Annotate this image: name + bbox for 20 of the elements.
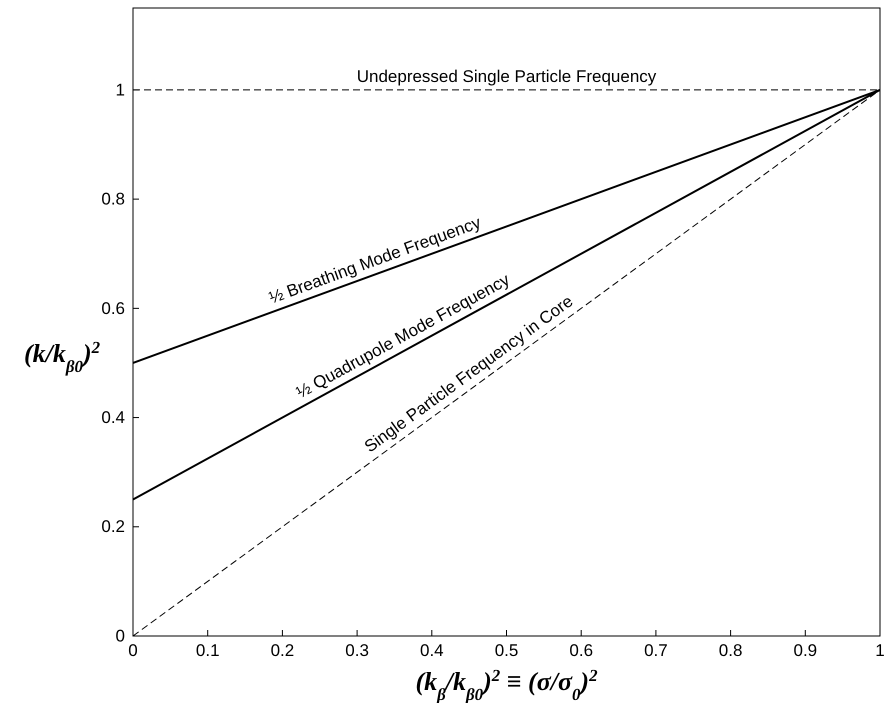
- y-tick-label: 0.8: [101, 190, 125, 209]
- x-tick-label: 0.7: [644, 641, 668, 660]
- x-tick-label: 0.3: [345, 641, 369, 660]
- x-tick-label: 0.4: [420, 641, 444, 660]
- ref-line-label: Undepressed Single Particle Frequency: [356, 66, 657, 86]
- y-tick-label: 0: [116, 626, 125, 646]
- y-tick-label: 0.4: [101, 408, 125, 428]
- x-tick-label: 0.5: [494, 641, 518, 660]
- y-tick-label: 0.2: [101, 517, 125, 536]
- x-tick-label: 0.9: [793, 641, 818, 660]
- y-tick-label: 1: [116, 80, 125, 100]
- x-tick-label: 0.6: [569, 641, 594, 660]
- x-tick-label: 0.8: [718, 641, 742, 660]
- y-axis-title: (k/k$_{β0}$)$^{2}$: [24, 338, 101, 376]
- text: (k$_{β}$/k$_{β0}$)$^{2}$ ≡ (σ/σ$_{0}$)$^{2}$: [415, 666, 598, 703]
- x-tick-label: 0.2: [270, 641, 294, 660]
- x-tick-label: 0.1: [196, 641, 220, 660]
- y-tick-label: 0.6: [101, 298, 125, 318]
- x-tick-label: 1: [875, 641, 885, 660]
- x-tick-label: 0: [128, 641, 138, 660]
